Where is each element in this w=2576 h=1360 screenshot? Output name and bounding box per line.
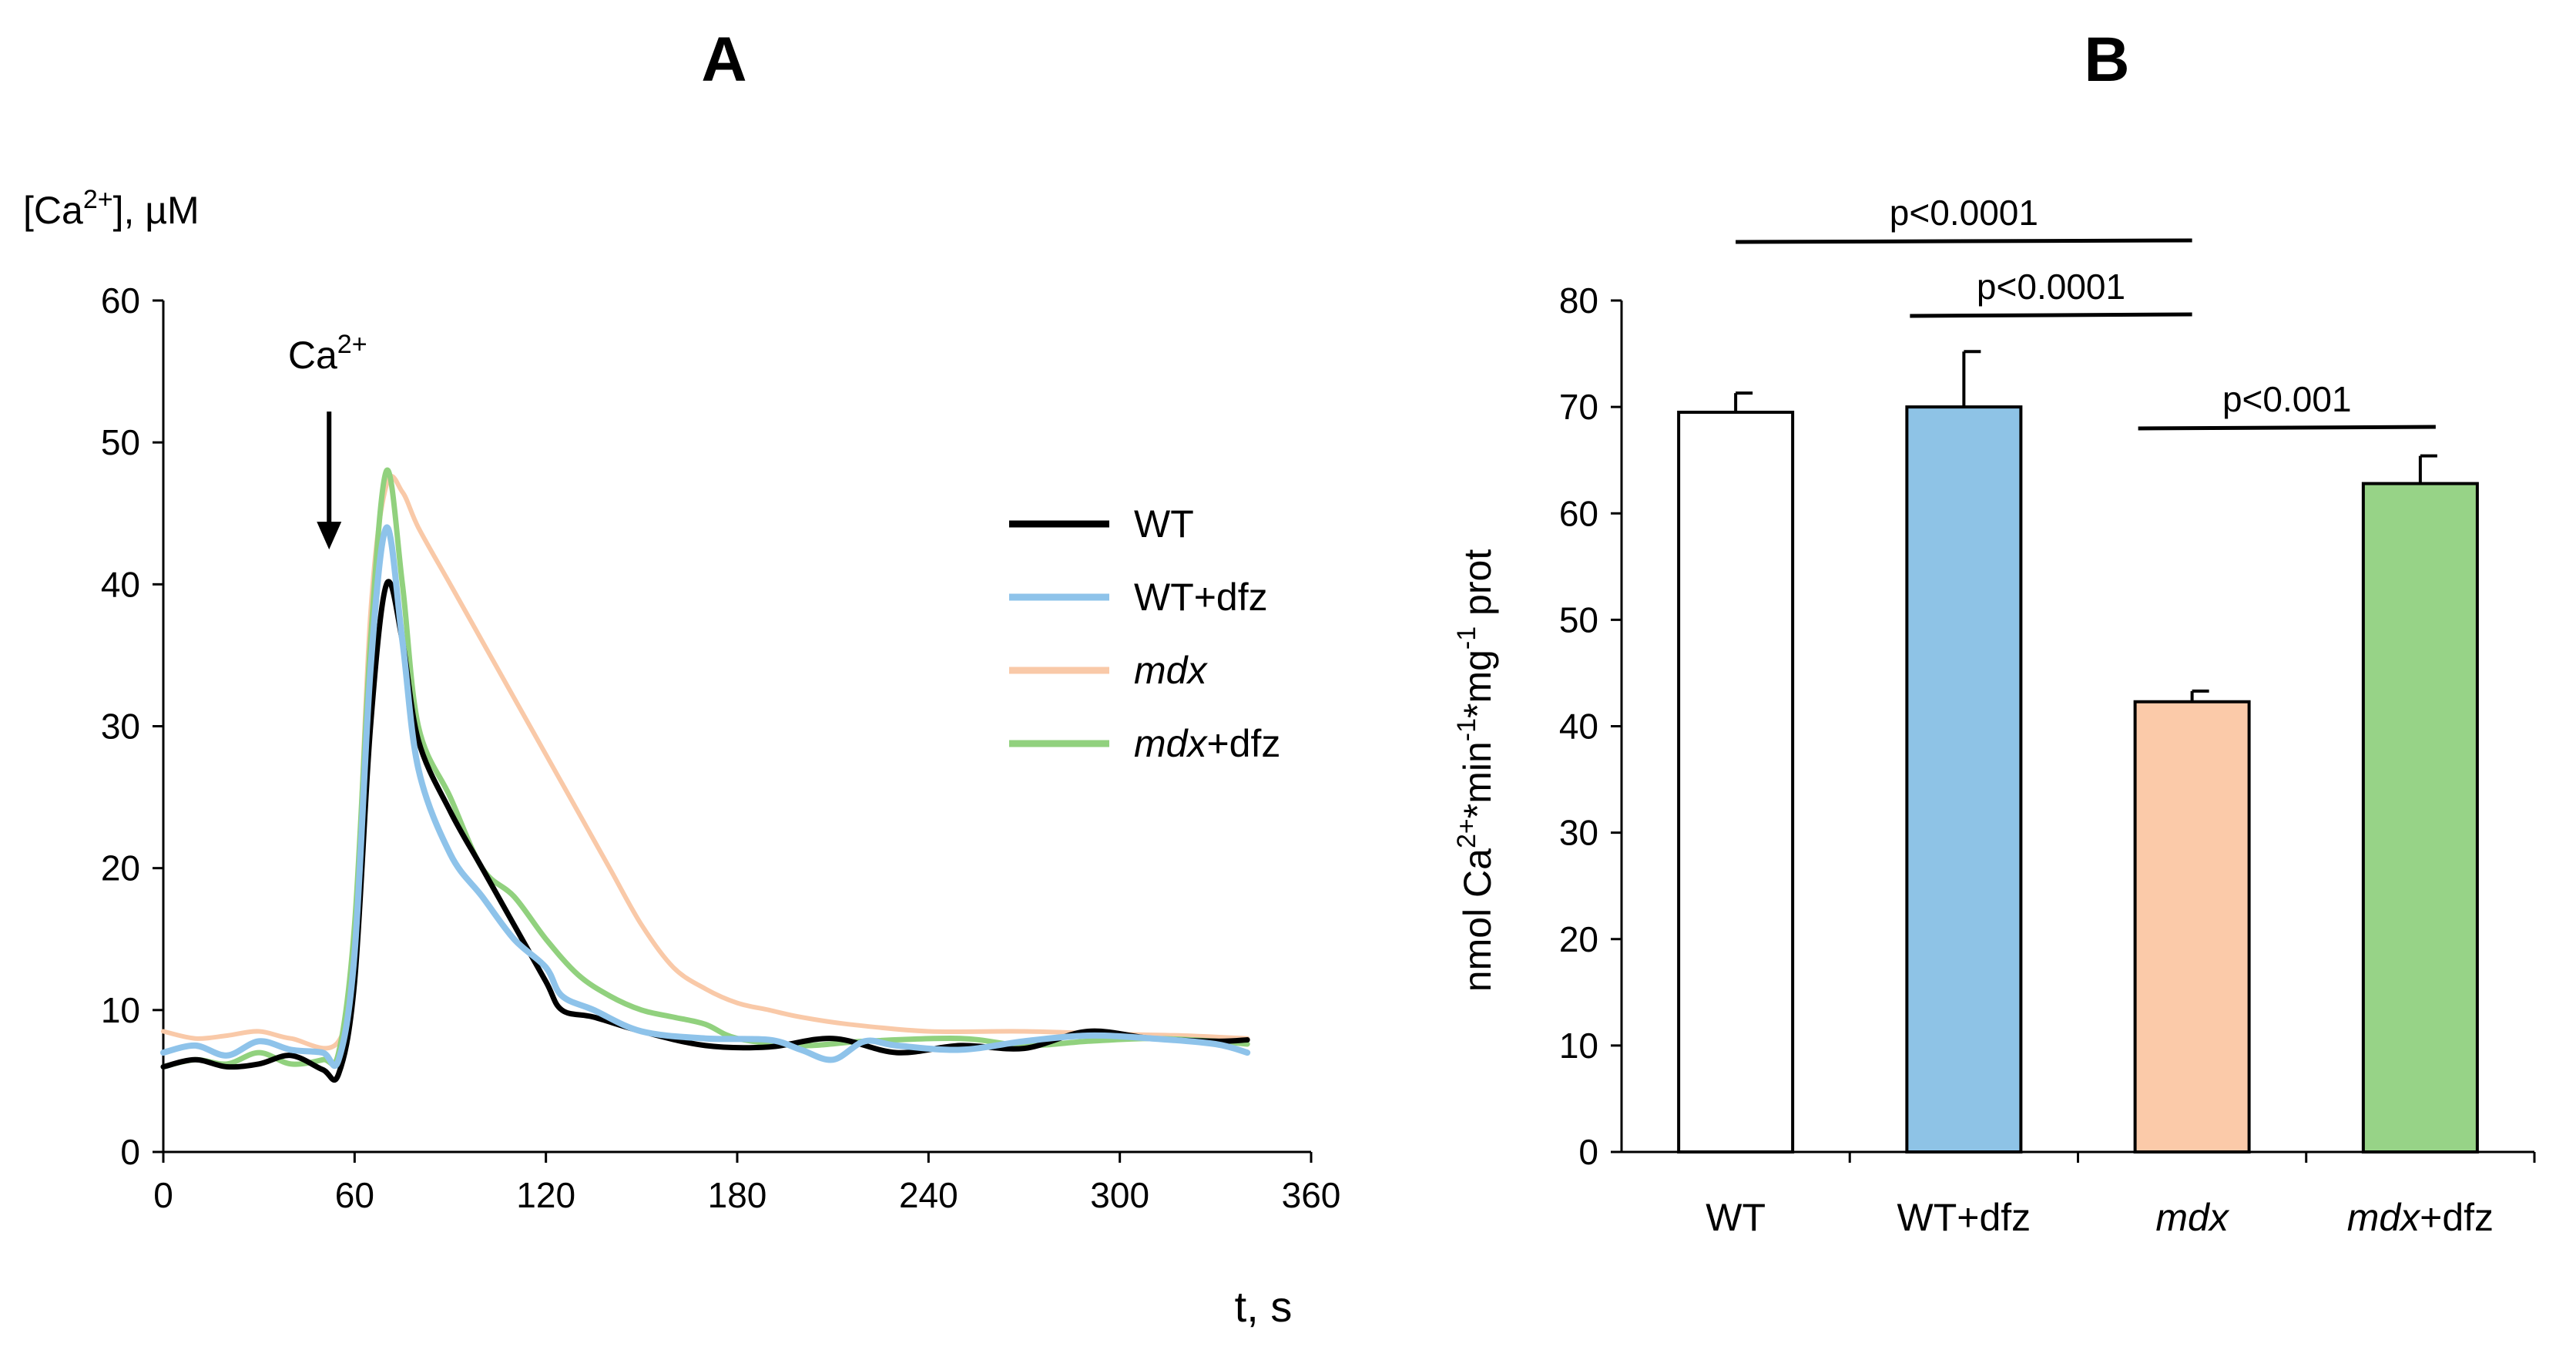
significance-label-2: p<0.001 (2222, 379, 2352, 419)
panel-a-y-tick-label: 0 (120, 1132, 140, 1172)
panel-a-ylabel: [Ca2+], µM (23, 185, 200, 232)
legend-label-3: mdx+dfz (1134, 722, 1280, 765)
panel-a-xlabel: t, s (1235, 1282, 1293, 1331)
bar-wt (1677, 411, 1795, 1153)
panel-b-y-tick-label: 20 (1559, 919, 1598, 959)
significance-label-1: p<0.0001 (1977, 267, 2125, 307)
category-label-0: WT (1706, 1196, 1766, 1239)
panel-a-x-tick-label: 240 (899, 1175, 958, 1215)
panel-a-x-tick-label: 120 (516, 1175, 575, 1215)
panel-b-y-tick-label: 60 (1559, 493, 1598, 533)
legend-label-0: WT (1134, 502, 1194, 546)
significance-line-1 (1910, 312, 2192, 318)
bar-mdx-plus-dfz (2361, 482, 2479, 1153)
category-label-3: mdx+dfz (2347, 1196, 2494, 1239)
significance-label-0: p<0.0001 (1890, 193, 2038, 233)
category-label-2: mdx (2155, 1196, 2229, 1239)
panel-b-y-tick-label: 0 (1578, 1132, 1598, 1172)
panel-b-y-tick-label: 70 (1559, 387, 1598, 427)
bar-wt-plus-dfz (1905, 405, 2023, 1153)
panel-b-y-tick-label: 10 (1559, 1026, 1598, 1066)
bar-mdx (2133, 700, 2251, 1153)
panel-b-y-tick-label: 40 (1559, 707, 1598, 747)
series-line-mdx (161, 474, 1250, 1051)
panel-a-y-tick-label: 10 (101, 990, 140, 1030)
series-line-wt-plus-dfz (160, 524, 1251, 1070)
panel-b-significance: p<0.0001 p<0.0001 p<0.001 (1736, 193, 2436, 431)
panel-a-label: A (701, 25, 746, 95)
panel-a-series (160, 467, 1251, 1083)
category-label-1: WT+dfz (1897, 1196, 2031, 1239)
panel-b-y-tick-label: 80 (1559, 280, 1598, 321)
panel-a-y-tick-label: 20 (101, 848, 140, 888)
legend-label-1: WT+dfz (1134, 576, 1268, 619)
panel-a-x-tick-label: 0 (153, 1175, 173, 1215)
panel-b-bars: WT WT+dfz mdx mdx+dfz (1677, 350, 2494, 1239)
panel-a-y-tick-label: 30 (101, 707, 140, 747)
panel-a-legend: WT WT+dfz mdx mdx+dfz (1009, 502, 1280, 765)
panel-a-x-tick-label: 60 (335, 1175, 374, 1215)
series-line-wt (160, 579, 1250, 1083)
panel-a-y-tick-label: 40 (101, 564, 140, 604)
calcium-addition-label: Ca2+ (288, 330, 367, 377)
panel-b-y-tick-label: 50 (1559, 599, 1598, 640)
panel-a-y-tick-label: 60 (101, 280, 140, 321)
series-line-mdx-plus-dfz (160, 467, 1250, 1070)
calcium-addition-arrow-head (317, 522, 342, 550)
panel-a-axes: 0 10 20 30 40 50 60 0 60 120 180 240 300 360 (101, 280, 1341, 1215)
panel-a-y-tick-label: 50 (101, 422, 140, 462)
legend-label-2: mdx (1134, 649, 1208, 692)
panel-a-annotation: Ca2+ (288, 330, 367, 550)
panel-a-x-tick-label: 300 (1090, 1175, 1149, 1215)
significance-line-0 (1736, 238, 2192, 244)
panel-b-label: B (2084, 25, 2129, 95)
panel-a-x-tick-label: 180 (708, 1175, 767, 1215)
panel-a-x-tick-label: 360 (1282, 1175, 1341, 1215)
panel-b-y-tick-label: 30 (1559, 813, 1598, 853)
panel-b-ylabel: nmol Ca2+*min-1*mg-1 prot (1452, 549, 1499, 992)
significance-line-2 (2138, 425, 2436, 431)
